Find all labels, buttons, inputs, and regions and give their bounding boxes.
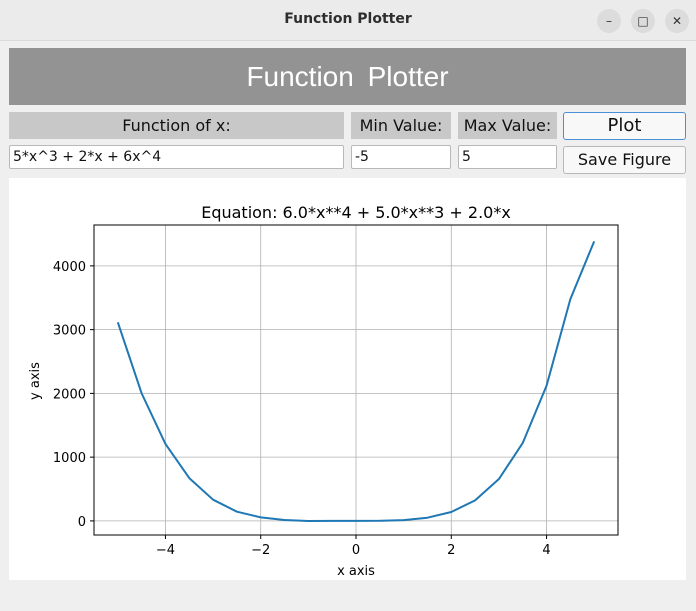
save-figure-button[interactable]: Save Figure [563,146,686,174]
x-tick-label: −2 [251,543,270,558]
y-tick-label: 0 [78,515,86,530]
title-bar[interactable]: Function Plotter – □ ✕ [0,0,696,41]
min-value-label: Min Value: [351,112,451,139]
function-curve [116,240,596,522]
app-banner-title: Function Plotter [9,48,686,105]
x-tick-label: −4 [156,543,175,558]
tick-layer: −4 −2 0 2 4 0 1000 2000 3000 4000 [53,260,551,558]
x-tick-label: 2 [447,543,455,558]
maximize-button[interactable]: □ [631,9,655,33]
plot-layer [116,240,596,522]
chart-title: Equation: 6.0*x**4 + 5.0*x**3 + 2.0*x [201,203,511,222]
function-chart: Equation: 6.0*x**4 + 5.0*x**3 + 2.0*x −4… [28,203,619,579]
grid-layer [94,225,618,535]
x-tick-label: 4 [542,543,550,558]
minimize-button[interactable]: – [597,9,621,33]
y-tick-label: 4000 [53,260,86,275]
plot-figure: Equation: 6.0*x**4 + 5.0*x**3 + 2.0*x −4… [9,178,686,580]
y-tick-label: 3000 [53,324,86,339]
close-button[interactable]: ✕ [665,9,689,33]
y-tick-label: 2000 [53,387,86,402]
function-input[interactable] [9,145,344,169]
y-tick-label: 1000 [53,451,86,466]
max-value-input[interactable] [458,145,557,169]
y-axis-label: y axis [28,362,43,400]
function-label: Function of x: [9,112,344,139]
min-value-input[interactable] [351,145,451,169]
x-tick-label: 0 [352,543,360,558]
plot-button[interactable]: Plot [563,112,686,140]
x-axis-label: x axis [337,564,375,579]
max-value-label: Max Value: [458,112,557,139]
window-title: Function Plotter [284,11,412,27]
